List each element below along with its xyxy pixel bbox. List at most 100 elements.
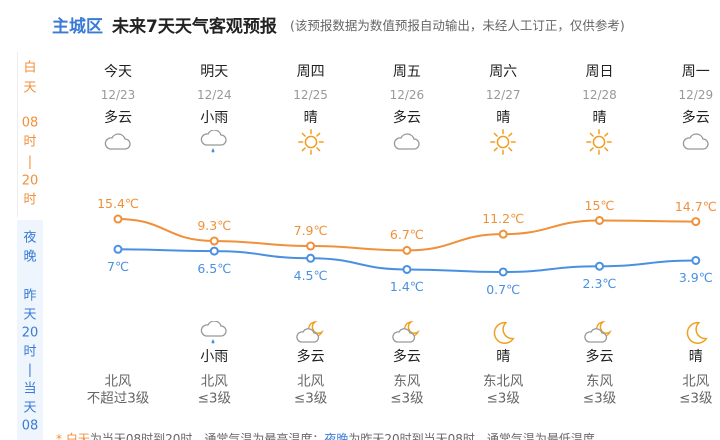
side-label: 夜 bbox=[23, 230, 37, 246]
side-label: 08 bbox=[21, 115, 39, 131]
night-weather: 晴 bbox=[688, 349, 703, 365]
side-label: 时 bbox=[23, 192, 37, 208]
wind: 东风 bbox=[393, 373, 421, 390]
wind-level: ≤3级 bbox=[197, 390, 231, 407]
day-side bbox=[17, 52, 44, 217]
icon-cloudy bbox=[393, 133, 420, 150]
wind-level: ≤3级 bbox=[390, 390, 424, 407]
day-weather: 多云 bbox=[681, 110, 710, 126]
wind: 北风 bbox=[682, 373, 710, 390]
temp-point bbox=[306, 241, 316, 251]
day-name: 周日 bbox=[585, 64, 614, 80]
side-label: 20 bbox=[21, 325, 39, 341]
temp-point bbox=[209, 246, 219, 256]
side-label: 天 bbox=[23, 80, 37, 96]
temp-label: 6.7℃ bbox=[389, 227, 424, 243]
temp-point bbox=[498, 229, 508, 239]
side-label: 时 bbox=[23, 344, 37, 360]
night-weather: 晴 bbox=[496, 349, 511, 365]
icon-clear-night bbox=[493, 321, 515, 344]
day-name: 周一 bbox=[681, 64, 710, 80]
icon-cloudy bbox=[682, 133, 709, 150]
day-icons bbox=[104, 129, 709, 155]
icon-clear-night bbox=[686, 321, 708, 344]
icon-cloudy-night bbox=[296, 321, 323, 343]
temp-label: 1.4℃ bbox=[389, 279, 424, 295]
temp-label: 15.4℃ bbox=[97, 195, 139, 211]
icon-sunny bbox=[586, 129, 612, 155]
night-weather: 多云 bbox=[392, 349, 421, 365]
wind: 北风 bbox=[200, 373, 228, 390]
temp-label: 11.2℃ bbox=[482, 210, 525, 226]
temp-label: 7.9℃ bbox=[293, 222, 328, 238]
date: 12/23 bbox=[100, 88, 136, 102]
day-name: 周六 bbox=[489, 64, 518, 80]
date: 12/27 bbox=[485, 88, 521, 102]
footnote: * 白天为当天08时到20时，通常气温为最高温度；夜晚为昨天20时到当天08时，… bbox=[56, 430, 595, 440]
icon-cloudy-night bbox=[584, 321, 611, 343]
night-icons bbox=[200, 321, 708, 345]
note: (该预报数据为数值预报自动输出，未经人工订正，仅供参考) bbox=[290, 18, 625, 33]
wind-level: ≤3级 bbox=[486, 390, 520, 407]
night-weather: 小雨 bbox=[200, 349, 229, 365]
date: 12/25 bbox=[293, 88, 328, 102]
side-label: 20 bbox=[21, 173, 39, 189]
wind-level: ≤3级 bbox=[293, 390, 328, 407]
wind-level: ≤3级 bbox=[679, 390, 713, 407]
side-label: 白 bbox=[23, 60, 37, 76]
side-label: | bbox=[27, 154, 33, 170]
wind: 北风 bbox=[297, 373, 325, 390]
day-name: 周五 bbox=[392, 64, 421, 80]
icon-cloudy-night bbox=[392, 321, 419, 343]
icon-rain bbox=[200, 321, 227, 345]
date: 12/24 bbox=[197, 88, 232, 102]
day-name: 周四 bbox=[296, 64, 325, 80]
night-side bbox=[17, 220, 43, 440]
temp-point bbox=[595, 216, 604, 225]
icon-cloudy bbox=[104, 133, 131, 150]
date: 12/29 bbox=[678, 88, 714, 102]
footnote-night-text: 为昨天20时到当天08时，通常气温为最低温度 bbox=[348, 432, 595, 440]
temp-label: 3.9℃ bbox=[678, 270, 713, 286]
side-label: 天 bbox=[23, 307, 37, 323]
day-name: 明天 bbox=[200, 64, 229, 80]
icon-sunny bbox=[298, 129, 324, 155]
night-weather: 多云 bbox=[585, 349, 614, 365]
temp-point bbox=[113, 244, 123, 254]
temp-label: 7℃ bbox=[107, 259, 129, 275]
side-label: | bbox=[27, 362, 33, 378]
temp-label: 2.3℃ bbox=[582, 275, 617, 291]
location: 主城区 bbox=[52, 17, 103, 37]
day-weather: 晴 bbox=[592, 110, 607, 126]
temp-point bbox=[113, 214, 123, 224]
temp-point bbox=[691, 217, 701, 227]
side-label: 昨 bbox=[23, 288, 37, 304]
wind-level: 不超过3级 bbox=[86, 390, 150, 407]
temp-point bbox=[306, 253, 316, 263]
temp-point bbox=[691, 255, 701, 265]
footnote-night-term: 夜晚 bbox=[324, 432, 349, 440]
date: 12/26 bbox=[389, 88, 425, 102]
footnote-day-text: 为当天08时到20时，通常气温为最高温度； bbox=[89, 432, 325, 440]
side-label: 08 bbox=[21, 418, 39, 434]
side-label: 晚 bbox=[23, 249, 37, 265]
temp-label: 15℃ bbox=[584, 197, 615, 213]
night-weather: 多云 bbox=[296, 349, 325, 365]
footnote-day-term: * 白天 bbox=[56, 432, 90, 440]
day-weather: 多云 bbox=[392, 110, 421, 126]
wind: 东北风 bbox=[482, 373, 524, 390]
side-label: 时 bbox=[23, 134, 37, 150]
day-weather: 晴 bbox=[496, 110, 511, 126]
temp-point bbox=[402, 245, 412, 255]
icon-sunny bbox=[490, 129, 516, 155]
day-weather: 晴 bbox=[303, 110, 318, 126]
temp-point bbox=[498, 267, 508, 277]
temp-label: 4.5℃ bbox=[293, 268, 328, 284]
wind: 东风 bbox=[586, 373, 613, 390]
wind-level: ≤3级 bbox=[582, 390, 617, 407]
icon-rain bbox=[200, 130, 227, 154]
temp-label: 14.7℃ bbox=[674, 198, 717, 214]
temp-label: 9.3℃ bbox=[197, 217, 232, 233]
